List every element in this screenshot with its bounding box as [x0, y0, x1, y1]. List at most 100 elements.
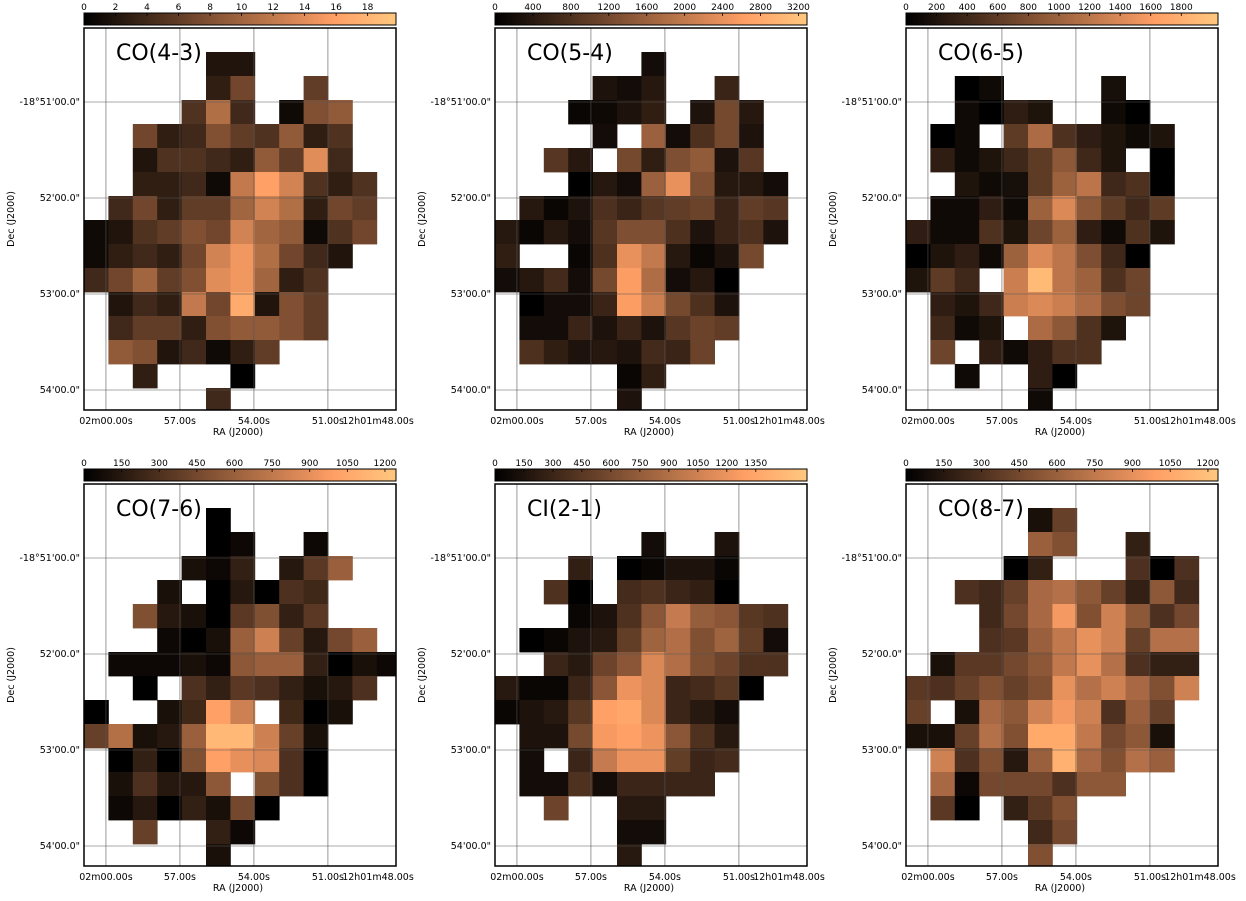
- y-tick-label: 54'00.0": [451, 841, 491, 852]
- pixel: [763, 628, 789, 653]
- pixel: [1150, 196, 1175, 221]
- pixel: [543, 676, 569, 701]
- panel-title: CO(7-6): [116, 497, 202, 522]
- pixel: [714, 724, 740, 749]
- pixel: [714, 316, 740, 341]
- pixel: [1125, 724, 1151, 749]
- colorbar-tick-label: 750: [1086, 459, 1103, 469]
- pixel: [254, 148, 280, 173]
- pixel: [206, 316, 231, 341]
- pixel: [1101, 748, 1126, 773]
- pixel: [617, 820, 642, 845]
- pixel: [1101, 172, 1126, 197]
- pixel: [979, 628, 1004, 653]
- pixel: [568, 220, 593, 245]
- pixel: [543, 652, 569, 677]
- pixel: [206, 556, 231, 581]
- pixel: [519, 268, 545, 293]
- panel-title: CO(4-3): [116, 41, 202, 66]
- pixel: [206, 532, 231, 557]
- colorbar: [905, 12, 1219, 26]
- pixel: [157, 292, 182, 317]
- x-tick-label: 12h01m48.00s: [342, 872, 414, 883]
- pixel: [543, 796, 569, 821]
- pixel: [1028, 124, 1053, 149]
- pixel: [592, 268, 618, 293]
- pixel: [157, 340, 182, 365]
- pixel: [230, 196, 256, 221]
- pixel: [690, 676, 715, 701]
- pixel: [543, 196, 569, 221]
- pixel: [617, 340, 642, 365]
- colorbar-tick-label: 750: [264, 459, 281, 469]
- colorbar-tick-label: 14: [299, 3, 311, 13]
- pixel: [519, 748, 545, 773]
- colorbar-tick-label: 750: [631, 459, 648, 469]
- pixel: [132, 724, 158, 749]
- x-tick-label: 12h01m48.00s: [753, 416, 825, 427]
- pixel: [1003, 700, 1029, 725]
- pixel: [690, 556, 715, 581]
- pixel: [739, 220, 764, 245]
- pixel: [1150, 700, 1175, 725]
- y-tick-label: 52'00.0": [40, 193, 80, 204]
- panel: 0 2 4 6 8 10 12 14 16 18 02m00.00s 57.00s 54.00s 51.0…: [6, 3, 414, 438]
- pixel: [1028, 652, 1053, 677]
- pixel: [543, 580, 569, 605]
- pixel: [690, 244, 715, 269]
- pixel: [1076, 220, 1102, 245]
- pixel: [230, 604, 256, 629]
- pixel: [954, 196, 980, 221]
- pixel: [714, 628, 740, 653]
- x-tick-label: 12h01m48.00s: [1164, 872, 1236, 883]
- pixel-map: [906, 508, 1200, 866]
- x-axis-label: RA (J2000): [213, 883, 263, 894]
- x-tick-label: 02m00.00s: [79, 872, 133, 883]
- pixel: [132, 124, 158, 149]
- pixel: [181, 100, 207, 125]
- pixel: [1028, 676, 1053, 701]
- pixel: [206, 292, 231, 317]
- colorbar-tick-label: 300: [973, 459, 990, 469]
- pixel: [1101, 76, 1126, 101]
- pixel: [1052, 316, 1078, 341]
- pixel: [1003, 604, 1029, 629]
- pixel: [328, 196, 353, 221]
- x-axis-label: RA (J2000): [624, 883, 674, 894]
- pixel: [665, 748, 691, 773]
- pixel: [1003, 172, 1029, 197]
- pixel: [690, 340, 715, 365]
- pixel: [665, 172, 691, 197]
- pixel: [303, 580, 329, 605]
- pixel: [1028, 724, 1053, 749]
- x-tick-label: 54.00s: [238, 416, 270, 427]
- pixel: [230, 76, 256, 101]
- pixel: [279, 244, 304, 269]
- pixel: [254, 652, 280, 677]
- pixel: [690, 124, 715, 149]
- pixel: [641, 532, 667, 557]
- pixel: [1028, 220, 1053, 245]
- pixel: [641, 724, 667, 749]
- pixel-map: [84, 508, 396, 866]
- pixel: [352, 220, 378, 245]
- colorbar-tick-label: 400: [959, 3, 976, 13]
- pixel: [108, 724, 134, 749]
- pixel: [1150, 748, 1175, 773]
- pixel: [181, 676, 207, 701]
- pixel: [979, 100, 1004, 125]
- y-tick-label: -18°51'00.0": [842, 97, 903, 108]
- pixel: [303, 604, 329, 629]
- colorbar-tick-label: 16: [330, 3, 342, 13]
- pixel: [568, 148, 593, 173]
- pixel: [230, 172, 256, 197]
- pixel: [690, 748, 715, 773]
- pixel: [714, 556, 740, 581]
- pixel: [84, 244, 109, 269]
- y-tick-label: -18°51'00.0": [20, 553, 81, 564]
- pixel: [303, 316, 329, 341]
- pixel: [132, 148, 158, 173]
- pixel: [206, 124, 231, 149]
- pixel: [254, 340, 280, 365]
- colorbar-tick-label: 1600: [1139, 3, 1162, 13]
